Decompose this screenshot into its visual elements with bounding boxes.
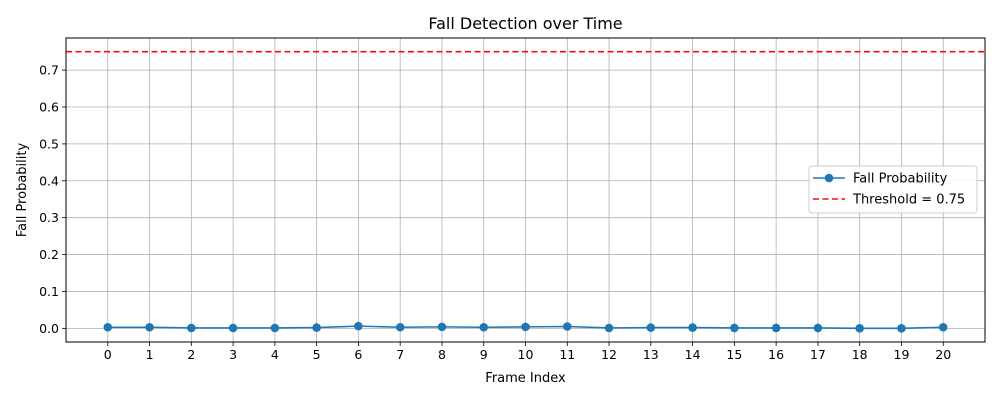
data-point (688, 323, 697, 332)
data-point (771, 323, 781, 333)
data-point (855, 324, 864, 333)
series-group (103, 321, 948, 333)
legend-label-threshold: Threshold = 0.75 (852, 193, 965, 208)
x-tick-label: 4 (271, 347, 279, 362)
data-point (395, 322, 405, 332)
data-point (521, 322, 530, 332)
y-tick-label: 0.3 (39, 210, 59, 225)
y-tick-label: 0.7 (39, 63, 59, 78)
y-tick-label: 0.1 (39, 284, 59, 299)
y-tick-label: 0.0 (39, 321, 59, 336)
x-tick-label: 10 (518, 347, 534, 362)
axis-ticks: 0 1 2 3 4 5 6 7 8 9 10 11 12 13 14 15 16 17 18 19 200.00.10.… (39, 63, 951, 362)
data-point (813, 323, 823, 333)
x-tick-label: 7 (396, 347, 404, 362)
y-tick-label: 0.5 (39, 136, 59, 151)
x-tick-label: 18 (852, 347, 868, 362)
x-tick-label: 17 (810, 347, 826, 362)
legend: Fall Probability Threshold = 0.75 (808, 165, 978, 214)
data-point (897, 324, 906, 333)
data-point (103, 322, 113, 332)
data-point (479, 322, 489, 332)
y-tick-label: 0.4 (39, 173, 59, 188)
data-point (730, 323, 739, 333)
chart-title: Fall Detection over Time (428, 14, 622, 33)
x-tick-label: 9 (480, 347, 488, 362)
x-tick-label: 11 (559, 347, 575, 362)
x-axis-label: Frame Index (485, 371, 566, 386)
data-point (270, 323, 280, 333)
data-point (938, 322, 948, 332)
y-axis-label: Fall Probability (15, 143, 30, 238)
legend-marker-fall-probability (824, 173, 834, 183)
data-point (604, 323, 614, 333)
x-tick-label: 5 (313, 347, 321, 362)
y-tick-label: 0.2 (39, 247, 59, 262)
x-tick-label: 15 (726, 347, 742, 362)
x-tick-label: 14 (685, 347, 701, 362)
data-point (354, 321, 363, 331)
y-tick-label: 0.6 (39, 99, 59, 114)
x-tick-label: 1 (146, 347, 154, 362)
data-point (145, 322, 154, 332)
x-tick-label: 20 (935, 347, 951, 362)
x-tick-label: 2 (187, 347, 195, 362)
data-point (187, 323, 196, 333)
data-point (646, 323, 656, 332)
data-point (312, 323, 321, 332)
x-tick-label: 19 (894, 347, 910, 362)
x-tick-label: 16 (768, 347, 784, 362)
data-point (437, 322, 447, 332)
x-tick-label: 6 (354, 347, 362, 362)
x-tick-label: 13 (643, 347, 659, 362)
x-tick-label: 8 (438, 347, 446, 362)
legend-label-fall-probability: Fall Probability (853, 172, 948, 187)
x-tick-label: 3 (229, 347, 237, 362)
data-point (228, 323, 238, 333)
x-tick-label: 0 (104, 347, 112, 362)
data-point (562, 322, 572, 331)
legend-box (808, 165, 978, 214)
x-tick-label: 12 (601, 347, 617, 362)
